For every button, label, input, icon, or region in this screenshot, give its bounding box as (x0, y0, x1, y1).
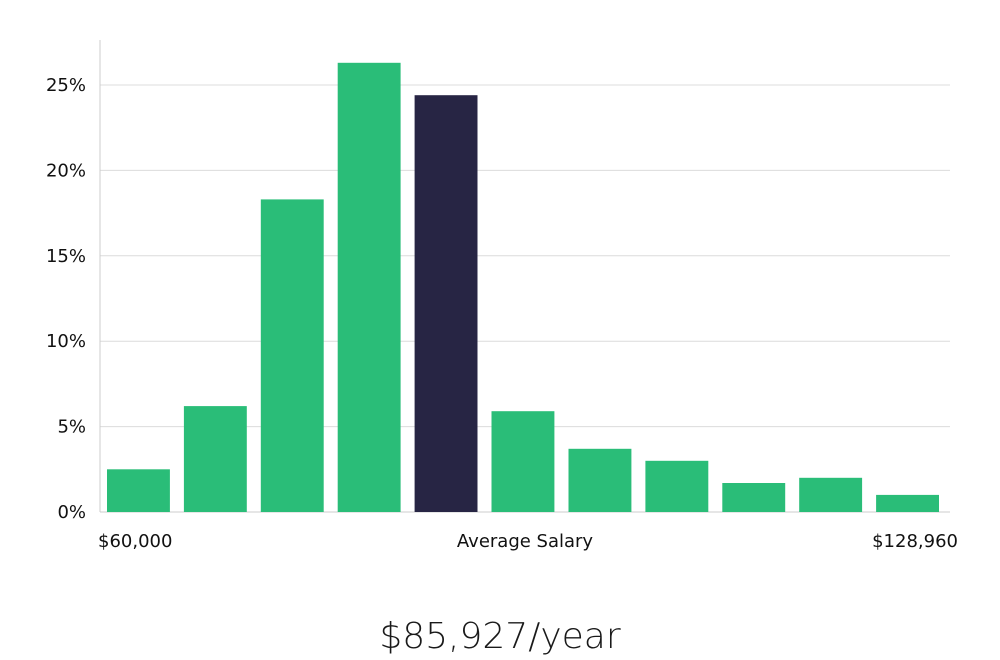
bar (183, 406, 247, 512)
bar (876, 494, 939, 512)
bars (107, 62, 939, 513)
bar (337, 62, 401, 513)
gridlines (100, 84, 950, 428)
y-tick-label: 0% (57, 502, 86, 523)
y-tick-label: 20% (46, 160, 86, 181)
bar (722, 483, 786, 512)
x-max-label: $128,960 (872, 531, 958, 552)
y-tick-label: 10% (46, 331, 86, 352)
y-tick-label: 5% (57, 417, 86, 438)
bar (107, 469, 170, 512)
y-tick-label: 15% (46, 246, 86, 267)
bar (645, 460, 709, 512)
bar (491, 411, 555, 512)
x-center-label: Average Salary (457, 531, 594, 552)
average-salary-value: $85,927/year (379, 616, 621, 657)
bar-average-salary (414, 95, 478, 512)
bar (799, 477, 863, 512)
bar (260, 199, 324, 512)
x-axis-labels: $60,000 Average Salary $128,960 (98, 531, 958, 552)
x-min-label: $60,000 (98, 531, 172, 552)
y-tick-label: 25% (46, 75, 86, 96)
bar (568, 448, 632, 512)
y-tick-labels: 0% 5% 10% 15% 20% 25% (46, 75, 86, 523)
